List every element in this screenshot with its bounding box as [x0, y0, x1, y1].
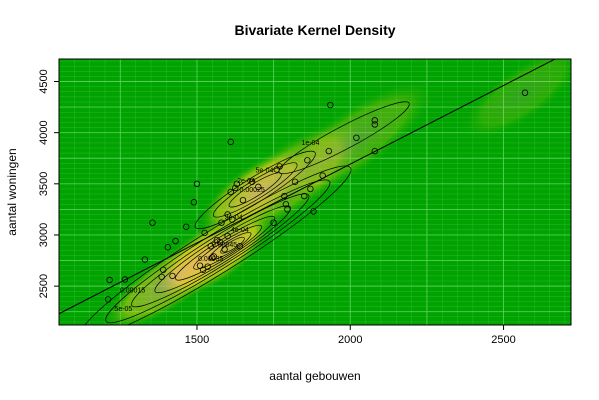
data-point	[229, 216, 236, 223]
regression-line-group	[59, 59, 557, 315]
data-point	[207, 243, 214, 250]
data-point	[371, 117, 378, 124]
contour-line	[193, 224, 262, 270]
data-point	[307, 185, 314, 193]
contour-line	[212, 162, 298, 218]
data-point	[521, 89, 529, 96]
y-tick-label: 3000	[38, 223, 50, 247]
contour-line	[208, 232, 252, 261]
data-point	[284, 206, 291, 213]
contour-label: 2e-04	[237, 178, 255, 185]
data-point	[224, 232, 231, 240]
data-point	[239, 196, 247, 204]
y-tick-label: 3500	[38, 172, 50, 196]
contour-line	[79, 165, 352, 325]
data-point	[232, 184, 239, 192]
data-point	[193, 180, 201, 188]
data-point	[224, 211, 231, 218]
data-point	[371, 121, 378, 128]
x-axis-label: aantal gebouwen	[269, 369, 360, 383]
data-point	[201, 229, 208, 237]
data-point	[158, 273, 165, 281]
data-point	[210, 253, 218, 260]
data-point	[276, 163, 283, 170]
x-axis: 1500 2000 2500	[185, 325, 516, 346]
contour-line	[131, 193, 310, 308]
plot-frame	[58, 58, 572, 326]
data-point	[371, 147, 378, 155]
data-point	[281, 192, 288, 200]
data-point	[227, 188, 234, 196]
plot-area: 1e-04 5e-04 0.00015 5e-05 2e-04 4e-04 3e-04 0.0…	[58, 58, 572, 326]
contour-label: 1e-04	[301, 140, 319, 147]
contour-line	[220, 236, 245, 254]
y-tick-label: 2500	[38, 274, 50, 298]
data-point	[104, 296, 112, 303]
contour-line	[194, 150, 316, 230]
y-tick-label: 4500	[38, 69, 50, 93]
data-point	[304, 157, 311, 164]
data-point	[106, 276, 113, 284]
data-point	[310, 208, 317, 215]
contour-label: 3e-04	[225, 215, 243, 222]
data-point	[160, 266, 167, 273]
data-point	[325, 147, 332, 155]
data-point	[327, 101, 334, 109]
data-point	[209, 254, 216, 261]
data-point	[218, 219, 225, 226]
data-point	[255, 183, 262, 191]
data-point	[221, 246, 228, 253]
data-point	[216, 238, 224, 246]
data-point	[196, 262, 204, 269]
data-point	[169, 272, 176, 280]
contour-label: 5e-04	[255, 168, 273, 175]
data-point	[236, 243, 244, 250]
density-blob	[459, 59, 571, 142]
x-tick-label: 2000	[338, 334, 362, 346]
contour-line	[278, 101, 410, 175]
y-tick-label: 4000	[38, 120, 50, 144]
data-point	[270, 219, 277, 226]
data-point	[172, 237, 179, 245]
x-tick-label: 1500	[185, 334, 209, 346]
contour-label: 5e-05	[114, 306, 132, 313]
data-point	[227, 138, 234, 146]
data-point	[183, 223, 190, 230]
y-axis-label: aantal woningen	[5, 148, 19, 235]
contour-label: 0.00015	[120, 287, 145, 294]
contour-label: 4e-04	[231, 227, 249, 234]
data-point	[149, 219, 156, 226]
data-point	[199, 266, 207, 273]
data-point	[233, 180, 241, 188]
x-tick-label: 2500	[491, 334, 515, 346]
data-point	[319, 172, 326, 179]
data-point	[291, 178, 299, 185]
density-blob	[262, 77, 438, 209]
data-point	[353, 134, 360, 141]
data-point	[141, 256, 149, 263]
chart-title: Bivariate Kernel Density	[234, 22, 395, 38]
data-point	[248, 178, 256, 185]
data-point	[301, 192, 308, 200]
contour-line	[154, 205, 291, 294]
data-point	[164, 244, 172, 251]
data-point	[204, 263, 211, 270]
y-axis: 2500 3000 3500 4000 4500	[38, 69, 59, 298]
contour-label: 0.00045	[212, 242, 237, 249]
contour-label: 0.00025	[239, 187, 264, 194]
data-point	[121, 276, 129, 283]
data-points	[104, 89, 529, 303]
regression-line	[59, 59, 557, 315]
data-point	[190, 199, 198, 206]
contour-line	[175, 216, 276, 281]
density-contours	[79, 101, 410, 325]
